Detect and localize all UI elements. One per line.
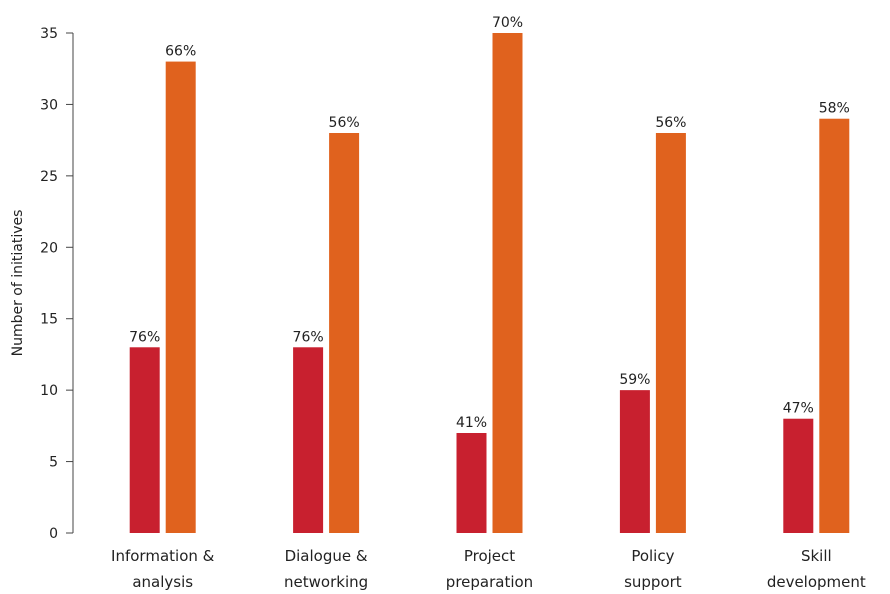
bar-series2 — [655, 133, 686, 533]
bar-series2 — [492, 33, 523, 533]
data-label: 59% — [619, 372, 650, 388]
bar-series1 — [293, 347, 324, 533]
y-tick-label: 0 — [49, 526, 58, 542]
data-label: 66% — [165, 44, 196, 60]
category-label: preparation — [446, 573, 533, 591]
y-tick-label: 30 — [40, 97, 58, 113]
category-label: analysis — [132, 573, 193, 591]
data-label: 56% — [655, 115, 686, 131]
y-tick-label: 35 — [40, 26, 58, 42]
category-label: support — [624, 573, 682, 591]
data-label: 58% — [819, 101, 850, 117]
category-label: Skill — [801, 547, 832, 565]
category-label: Dialogue & — [285, 547, 368, 565]
data-label: 70% — [492, 15, 523, 31]
category-labels: Information & analysis Dialogue & networkin… — [111, 547, 866, 591]
bar-series1 — [129, 347, 160, 533]
bar-series1 — [456, 433, 487, 533]
data-label: 56% — [329, 115, 360, 131]
y-tick-label: 20 — [40, 240, 58, 256]
data-label: 76% — [293, 329, 324, 345]
y-tick-label: 10 — [40, 383, 58, 399]
y-tick-label: 15 — [40, 312, 58, 328]
bars: 76% 66% 76% 56% 41% 70% 59% 56% 47% 58% — [129, 15, 850, 533]
y-axis-ticks: 0 5 10 15 20 25 30 35 — [40, 26, 73, 542]
bar-series1 — [619, 390, 650, 533]
data-label: 47% — [783, 401, 814, 417]
category-label: development — [767, 573, 866, 591]
y-tick-label: 5 — [49, 455, 58, 471]
y-axis-title: Number of initiatives — [10, 210, 26, 357]
category-label: networking — [284, 573, 368, 591]
data-label: 76% — [129, 329, 160, 345]
bar-series2 — [329, 133, 360, 533]
bar-series1 — [783, 418, 814, 533]
bar-series2 — [819, 118, 850, 533]
category-label: Policy — [631, 547, 674, 565]
data-label: 41% — [456, 415, 487, 431]
bar-series2 — [165, 61, 196, 533]
category-label: Information & — [111, 547, 215, 565]
y-tick-label: 25 — [40, 169, 58, 185]
category-label: Project — [464, 547, 515, 565]
